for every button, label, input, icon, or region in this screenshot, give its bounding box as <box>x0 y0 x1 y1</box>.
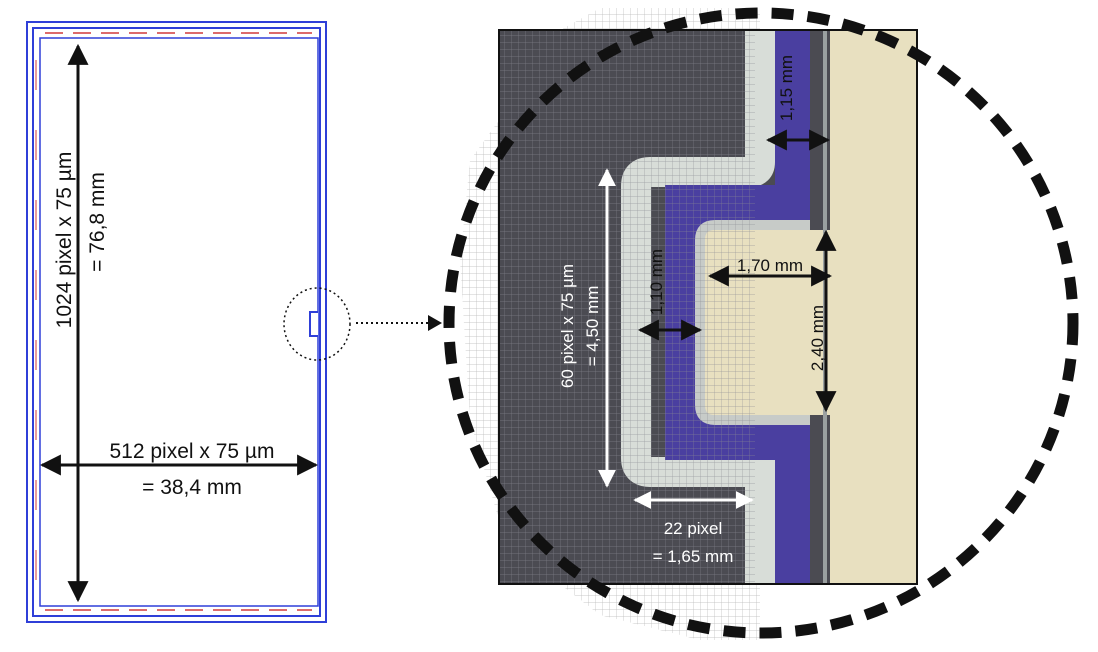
dim-22px-label-line2: = 1,65 mm <box>653 547 734 566</box>
sensor-width-label-line1: 512 pixel x 75 µm <box>109 440 274 463</box>
dim-60px-label-line1: 60 pixel x 75 µm <box>558 264 577 388</box>
dim-115-label: 1,15 mm <box>777 55 796 121</box>
zoom-arrowhead <box>428 315 442 331</box>
zoom-circle <box>443 7 1079 639</box>
sensor-width-label-line2: = 38,4 mm <box>142 476 242 499</box>
zoom-photo <box>460 8 918 640</box>
dim-22px-label-line1: 22 pixel <box>664 519 723 538</box>
dim-60px-label-line2: = 4,50 mm <box>583 286 602 367</box>
dim-110-label: 1,10 mm <box>647 249 666 315</box>
zoom-source-circle <box>283 287 351 361</box>
sensor-height-label-line1: 1024 pixel x 75 µm <box>53 152 76 329</box>
sensor-height-label-line2: = 76,8 mm <box>86 172 109 272</box>
dim-240-label: 2,40 mm <box>808 305 827 371</box>
dim-170-label: 1,70 mm <box>737 256 803 275</box>
sensor-outline <box>26 21 327 623</box>
